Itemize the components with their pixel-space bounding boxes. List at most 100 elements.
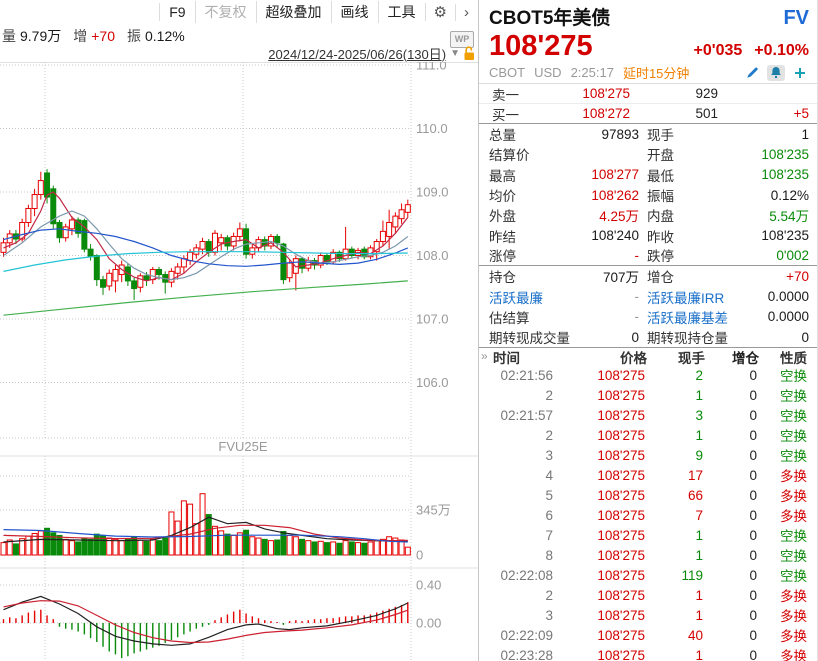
trade-row[interactable]: 02:21:56 108'275 2 0 空换 (479, 365, 817, 385)
trade-volume: 17 (687, 467, 703, 483)
trade-volume: 1 (695, 607, 703, 623)
toolbar-item-0[interactable]: F9 (159, 3, 194, 21)
candle-body (68, 219, 75, 230)
detail-row: 外盘 4.25万 内盘 5.54万 (479, 205, 817, 225)
detail-row: 持仓 707万 增仓 +70 (479, 266, 817, 286)
ask-price: 108'275 (582, 86, 630, 101)
trade-price: 108'275 (597, 587, 645, 603)
trade-row[interactable]: 02:22:08 108'275 119 0 空换 (479, 565, 817, 585)
edit-pencil-icon[interactable] (743, 65, 761, 81)
ma-slow-line (3, 228, 409, 267)
trade-nature: 空换 (780, 369, 807, 385)
trade-time: 3 (545, 447, 553, 463)
trade-row[interactable]: 3 108'275 9 0 空换 (479, 445, 817, 465)
trade-price: 108'275 (597, 487, 645, 503)
candle-body (87, 248, 94, 258)
candle-body (174, 266, 181, 274)
detail-label[interactable]: 活跃最廉 (489, 290, 543, 306)
detail-label: 估结算 (489, 310, 530, 326)
trade-row[interactable]: 4 108'275 17 0 多换 (479, 465, 817, 485)
volume-bar (336, 542, 343, 556)
stat-value-2: 0.12% (145, 28, 185, 44)
trade-row[interactable]: 5 108'275 66 0 多换 (479, 485, 817, 505)
trade-price: 108'275 (597, 607, 645, 623)
trade-row[interactable]: 02:22:09 108'275 40 0 多换 (479, 625, 817, 645)
detail-value: 108'262 (591, 187, 639, 203)
detail-value: 0.0000 (767, 289, 809, 305)
trade-time: 2 (545, 427, 553, 443)
trade-price: 108'275 (597, 507, 645, 523)
volume-bar (75, 541, 82, 556)
volume-bar (311, 541, 318, 556)
trade-row[interactable]: 6 108'275 7 0 多换 (479, 505, 817, 525)
candle-body (336, 251, 343, 260)
toolbar-item-1[interactable]: 不复权 (194, 1, 256, 23)
volume-bar (330, 541, 337, 556)
volume-bar (180, 500, 187, 556)
instrument-code[interactable]: FV (783, 7, 809, 29)
trade-price: 108'275 (597, 367, 645, 383)
toolbar-item-3[interactable]: 画线 (330, 1, 378, 23)
trade-time: 02:21:57 (500, 407, 553, 423)
price-axis-label: 108.0 (416, 248, 449, 263)
toolbar-item-2[interactable]: 超级叠加 (255, 1, 331, 23)
alert-bell-icon[interactable] (767, 64, 785, 81)
chevron-right-icon[interactable]: › (455, 3, 477, 21)
volume-bar (31, 532, 38, 556)
candle-body (286, 262, 293, 279)
gear-icon[interactable]: ⚙ (424, 3, 455, 21)
detail-label[interactable]: 活跃最廉基差 (647, 310, 728, 326)
quote-time: 2:25:17 (570, 65, 614, 80)
candle-body (100, 279, 107, 288)
detail-label[interactable]: 活跃最廉IRR (647, 290, 725, 306)
volume-axis-label: 345万 (416, 503, 451, 518)
detail-value: - (634, 289, 640, 305)
detail-value: 108'235 (761, 228, 809, 244)
expand-panel-icon[interactable]: » (481, 349, 488, 364)
trade-nature: 空换 (780, 569, 807, 585)
bid-qty: 501 (695, 106, 718, 121)
trade-row[interactable]: 02:21:57 108'275 3 0 空换 (479, 405, 817, 425)
detail-value: 108'277 (591, 167, 639, 183)
trade-row[interactable]: 3 108'275 1 0 多换 (479, 605, 817, 625)
detail-label: 外盘 (489, 209, 516, 225)
trade-row[interactable]: 2 108'275 1 0 空换 (479, 425, 817, 445)
detail-value: 108'235 (761, 146, 809, 162)
trade-row[interactable]: 8 108'275 1 0 空换 (479, 545, 817, 565)
candle-body (50, 188, 57, 225)
trade-time: 7 (545, 527, 553, 543)
detail-row: 均价 108'262 振幅 0.12% (479, 185, 817, 205)
trade-row[interactable]: 2 108'275 1 0 多换 (479, 585, 817, 605)
volume-bar (168, 511, 175, 556)
trade-nature: 空换 (780, 449, 807, 465)
detail-value: 707万 (602, 270, 639, 286)
trades-col-header: 现手 (678, 350, 705, 366)
candle-body (62, 226, 69, 239)
trade-row[interactable]: 02:23:28 108'275 1 0 多换 (479, 645, 817, 661)
trade-row[interactable]: 7 108'275 1 0 空换 (479, 525, 817, 545)
wp-monitor-icon[interactable]: WP (450, 31, 474, 48)
add-plus-icon[interactable] (791, 65, 809, 81)
bid-ask-block: 卖一 108'275 929 买一 108'272 501 +5 (479, 84, 817, 124)
volume-bar (37, 530, 44, 556)
volume-bar (323, 542, 330, 556)
trade-row[interactable]: 2 108'275 1 0 空换 (479, 385, 817, 405)
trade-oi-change: 0 (749, 647, 757, 661)
quote-details: 总量 97893 现手 1 结算价 开盘 108'235 最高 108'277 最低 108'235… (479, 124, 817, 349)
trade-price: 108'275 (597, 427, 645, 443)
trade-price: 108'275 (597, 407, 645, 423)
unlock-icon[interactable] (463, 45, 476, 61)
kline-chart[interactable]: 111.0 110.0 109.0 108.0 107.0 106.0 345万 0 0.40 0… (0, 62, 478, 661)
chevron-down-icon[interactable]: ▼ (450, 47, 460, 59)
candle-body (249, 247, 256, 255)
volume-bar (249, 536, 256, 556)
candle-body (236, 228, 243, 237)
volume-bar (224, 533, 231, 556)
trade-volume: 1 (695, 647, 703, 661)
bid-label: 买一 (492, 107, 519, 123)
date-range-selector[interactable]: 2024/12/24-2025/06/26(130日) (268, 46, 447, 62)
toolbar-item-4[interactable]: 工具 (377, 1, 425, 23)
candle-body (56, 221, 63, 239)
volume-bar (230, 534, 237, 556)
volume-bar (404, 546, 411, 556)
